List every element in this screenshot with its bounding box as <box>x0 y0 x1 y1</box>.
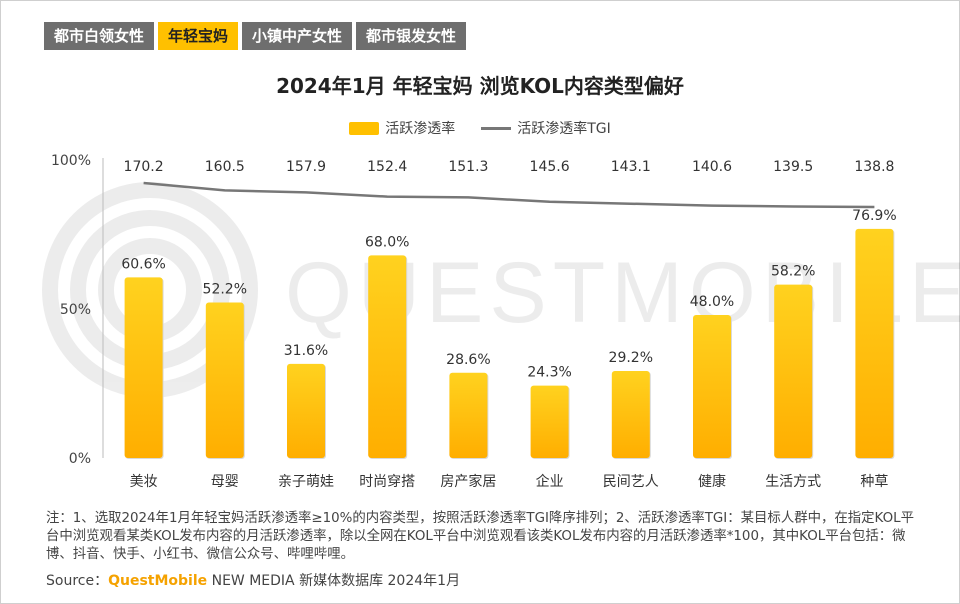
footnote: 注：1、选取2024年1月年轻宝妈活跃渗透率≥10%的内容类型，按照活跃渗透率T… <box>46 511 914 562</box>
bar-value-label: 58.2% <box>771 264 815 280</box>
segment-tabs: 都市白领女性 年轻宝妈 小镇中产女性 都市银发女性 <box>44 22 467 50</box>
bar-value-label: 68.0% <box>365 234 409 250</box>
bar <box>530 385 569 458</box>
bar-value-label: 29.2% <box>609 350 653 366</box>
legend-swatch-line <box>481 126 512 130</box>
x-tick-label: 母婴 <box>211 474 239 490</box>
bar-value-label: 48.0% <box>690 294 734 310</box>
source-line: Source：QuestMobile NEW MEDIA 新媒体数据库 2024… <box>46 570 460 590</box>
source-brand: QuestMobile <box>108 573 208 589</box>
bar-value-label: 60.6% <box>121 256 165 272</box>
tgi-value-label: 160.5 <box>205 159 245 175</box>
tab-0[interactable]: 都市白领女性 <box>44 22 155 50</box>
tgi-value-label: 140.6 <box>692 159 732 175</box>
tgi-value-label: 145.6 <box>530 159 570 175</box>
legend-label-line: 活跃渗透率TGI <box>517 121 611 137</box>
x-tick-label: 亲子萌娃 <box>278 474 334 490</box>
tab-3[interactable]: 都市银发女性 <box>356 22 467 50</box>
bar <box>287 363 325 458</box>
y-tick-label: 0% <box>69 451 91 467</box>
bar <box>368 255 407 458</box>
legend: 活跃渗透率 活跃渗透率TGI <box>0 118 960 138</box>
tgi-line <box>143 181 875 209</box>
bar <box>855 228 894 458</box>
legend-swatch-bar <box>349 121 380 135</box>
x-tick-label: 健康 <box>698 473 726 490</box>
tgi-value-label: 157.9 <box>286 159 326 175</box>
bar-value-label: 28.6% <box>446 352 490 368</box>
bar <box>205 302 244 458</box>
tgi-value-label: 138.8 <box>854 159 894 175</box>
legend-label-bar: 活跃渗透率 <box>385 121 456 137</box>
x-tick-label: 企业 <box>536 473 564 490</box>
x-tick-label: 民间艺人 <box>603 474 659 490</box>
bar-value-label: 76.9% <box>852 208 896 224</box>
bar-value-label: 24.3% <box>527 365 571 381</box>
source-prefix: Source： <box>46 573 109 589</box>
y-tick-label: 50% <box>60 302 91 318</box>
tgi-value-label: 139.5 <box>773 159 813 175</box>
tgi-value-label: 170.2 <box>124 159 164 175</box>
watermark: QUESTMOBILE <box>42 182 960 398</box>
x-tick-label: 生活方式 <box>765 474 821 490</box>
tgi-value-label: 152.4 <box>367 159 407 175</box>
legend-item-bar: 活跃渗透率 <box>349 118 455 138</box>
x-tick-label: 美妆 <box>130 474 158 490</box>
bar <box>124 277 163 458</box>
tab-1[interactable]: 年轻宝妈 <box>158 22 239 50</box>
bar <box>449 372 488 458</box>
x-tick-label: 种草 <box>860 474 888 490</box>
tgi-value-label: 143.1 <box>611 159 651 175</box>
tgi-value-label: 151.3 <box>448 159 488 175</box>
bar <box>774 284 813 458</box>
source-suffix: NEW MEDIA 新媒体数据库 2024年1月 <box>207 573 461 589</box>
bar-value-label: 52.2% <box>203 281 247 297</box>
tab-2[interactable]: 小镇中产女性 <box>242 22 353 50</box>
y-tick-label: 100% <box>51 153 91 169</box>
legend-item-line: 活跃渗透率TGI <box>481 118 611 138</box>
bar <box>693 314 731 458</box>
bar <box>611 370 650 458</box>
x-tick-label: 时尚穿搭 <box>359 474 415 490</box>
chart-title: 2024年1月 年轻宝妈 浏览KOL内容类型偏好 <box>276 74 684 98</box>
x-tick-label: 房产家居 <box>440 473 496 490</box>
bar-value-label: 31.6% <box>284 343 328 359</box>
